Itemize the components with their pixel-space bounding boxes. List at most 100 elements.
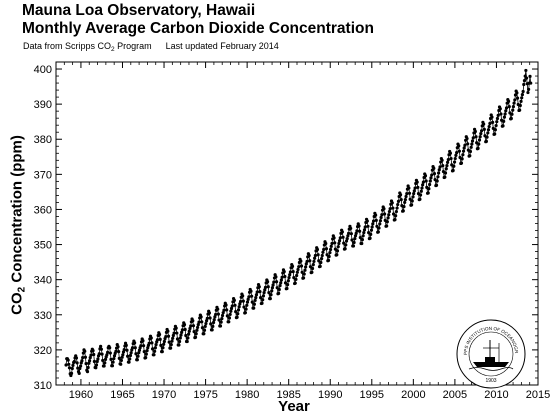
co2-data-point (262, 291, 266, 295)
co2-data-point (529, 81, 533, 85)
co2-data-point (515, 96, 520, 100)
co2-data-point (177, 339, 182, 344)
co2-data-point (399, 198, 403, 202)
co2-data-point (321, 250, 325, 254)
co2-data-point (340, 230, 344, 234)
co2-data-point (94, 363, 99, 367)
co2-data-point (189, 324, 193, 328)
co2-data-point (365, 219, 369, 223)
co2-data-point (111, 360, 115, 364)
co2-data-point (295, 270, 299, 274)
co2-data-point (224, 303, 228, 307)
co2-data-point (161, 346, 165, 350)
co2-data-point (232, 298, 236, 302)
co2-data-point (186, 336, 190, 340)
y-tick-label: 380 (34, 134, 52, 146)
co2-data-point (211, 320, 216, 325)
co2-data-point (293, 281, 297, 285)
co2-data-point (74, 356, 79, 360)
co2-data-point (485, 135, 489, 139)
co2-data-point (371, 219, 376, 223)
co2-data-point (259, 295, 263, 300)
co2-data-point (358, 229, 362, 233)
co2-data-point (130, 346, 135, 350)
co2-data-point (166, 334, 171, 338)
co2-data-point (117, 356, 121, 360)
co2-data-point (411, 195, 415, 199)
co2-data-point (332, 236, 336, 240)
co2-data-point (282, 270, 286, 274)
co2-data-point (122, 347, 126, 352)
co2-data-point (84, 361, 88, 366)
co2-data-point (524, 68, 528, 73)
co2-data-point (153, 346, 157, 350)
co2-data-point (236, 308, 241, 312)
co2-data-point (110, 364, 115, 368)
co2-data-point (349, 226, 353, 231)
co2-data-point (515, 91, 519, 95)
co2-data-point (278, 284, 282, 288)
co2-data-point (418, 197, 422, 201)
co2-data-point (374, 213, 378, 217)
x-tick-label: 1960 (69, 389, 93, 401)
co2-data-point (119, 358, 123, 363)
co2-data-point (354, 231, 358, 235)
co2-data-point (192, 330, 196, 334)
co2-data-point (511, 104, 515, 109)
co2-data-point (434, 183, 439, 187)
chart-source-note: Data from Scripps CO2 Program Last update… (23, 40, 279, 53)
co2-data-point (92, 359, 96, 364)
co2-data-point (477, 142, 481, 146)
source-text-suffix: Program (114, 41, 152, 51)
co2-data-point (86, 365, 90, 370)
co2-data-point (454, 153, 458, 157)
co2-data-point (103, 357, 108, 361)
co2-data-point (121, 353, 125, 357)
co2-data-point (208, 316, 212, 320)
co2-data-point (377, 226, 381, 230)
co2-data-point (247, 295, 251, 299)
co2-data-point (141, 339, 145, 343)
y-axis-label-suffix: Concentration (ppm) (8, 135, 26, 287)
co2-data-point (274, 275, 278, 279)
co2-data-point (133, 341, 137, 345)
co2-data-point (320, 257, 324, 261)
co2-data-point (92, 352, 96, 357)
co2-data-point (504, 106, 509, 110)
co2-data-point (229, 306, 234, 311)
y-tick-label: 360 (34, 204, 52, 216)
co2-data-point (128, 357, 132, 361)
co2-data-point (319, 260, 323, 265)
co2-data-point (214, 312, 218, 317)
co2-data-point (407, 186, 411, 190)
co2-data-point (518, 103, 522, 108)
co2-data-point (261, 298, 265, 302)
co2-data-point (288, 273, 292, 277)
co2-data-point (235, 315, 239, 319)
co2-data-point (486, 131, 490, 135)
co2-data-point (180, 330, 184, 334)
co2-data-point (494, 123, 498, 128)
co2-data-point (67, 362, 71, 366)
chart-subtitle: Monthly Average Carbon Dioxide Concentra… (22, 20, 374, 37)
co2-data-point (109, 357, 113, 361)
co2-data-point (329, 244, 333, 248)
co2-data-point (137, 351, 141, 355)
co2-data-point (102, 364, 106, 368)
co2-data-point (499, 112, 503, 116)
co2-data-point (195, 328, 199, 332)
co2-data-point (112, 357, 116, 361)
co2-data-point (444, 167, 448, 171)
co2-data-point (296, 267, 300, 272)
co2-data-point (225, 314, 229, 318)
co2-data-point (241, 294, 245, 298)
co2-data-point (108, 346, 112, 350)
co2-data-point (343, 247, 347, 251)
co2-data-point (188, 326, 192, 331)
co2-data-point (94, 366, 98, 370)
co2-data-point (386, 216, 390, 220)
source-text-prefix: Data from Scripps CO (23, 41, 112, 51)
co2-data-point (394, 209, 398, 214)
co2-data-point (491, 120, 495, 124)
